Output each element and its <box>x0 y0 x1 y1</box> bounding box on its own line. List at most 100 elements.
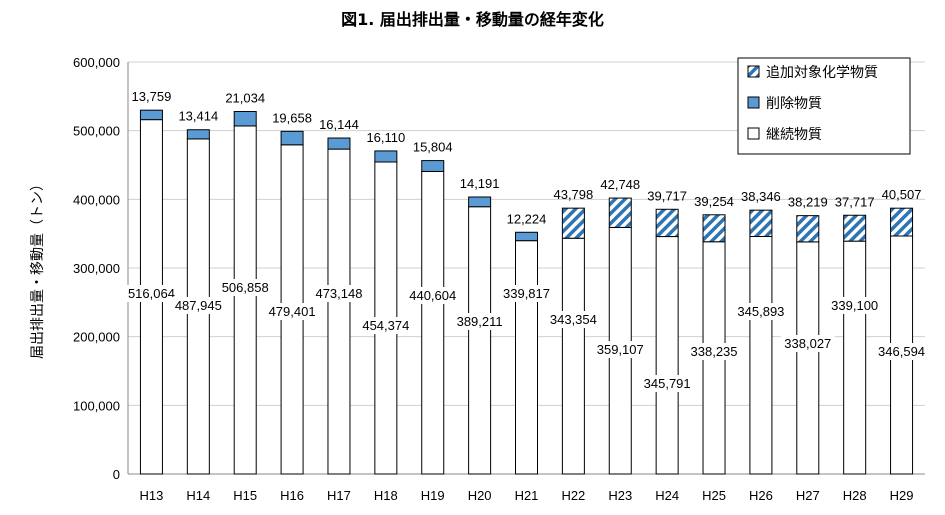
bar-added <box>843 214 867 242</box>
bar-added <box>702 214 726 243</box>
y-tick-label: 300,000 <box>73 261 120 276</box>
data-label-continuing: 516,064 <box>128 286 175 301</box>
data-label-continuing: 345,893 <box>737 304 784 319</box>
y-axis-title: 届出排出量・移動量（トン） <box>29 177 45 359</box>
bar-continuing <box>421 170 445 475</box>
bar-added <box>890 207 914 237</box>
x-tick-label: H25 <box>702 488 726 503</box>
bar-deleted <box>233 111 257 127</box>
data-label-continuing: 338,235 <box>691 344 738 359</box>
bar-added <box>796 215 820 243</box>
data-label-top: 16,110 <box>366 130 405 145</box>
bar-deleted <box>421 160 445 172</box>
bar-continuing <box>655 236 679 475</box>
data-label-top: 38,346 <box>741 189 781 204</box>
data-label-top: 12,224 <box>507 211 547 226</box>
y-tick-label: 200,000 <box>73 330 120 345</box>
legend-item-continuing-swatch <box>747 127 760 140</box>
bar-deleted <box>374 150 398 163</box>
data-label-top: 13,414 <box>178 109 218 124</box>
bar-added <box>561 207 585 239</box>
data-label-continuing: 506,858 <box>222 280 269 295</box>
data-label-top: 42,748 <box>600 177 640 192</box>
bar-deleted <box>186 129 210 140</box>
data-label-top: 19,658 <box>272 110 312 125</box>
data-label-continuing: 454,374 <box>362 318 409 333</box>
y-tick-label: 500,000 <box>73 124 120 139</box>
x-tick-label: H16 <box>280 488 304 503</box>
x-tick-label: H24 <box>655 488 679 503</box>
data-label-bg <box>780 335 835 352</box>
data-label-top: 38,219 <box>788 195 828 210</box>
data-label-continuing: 339,100 <box>831 298 878 313</box>
x-tick-label: H27 <box>796 488 820 503</box>
data-label-bg <box>171 297 226 314</box>
x-tick-label: H17 <box>327 488 351 503</box>
legend-item-added-swatch <box>747 65 760 78</box>
bar-deleted <box>280 130 304 146</box>
data-label-continuing: 338,027 <box>784 336 831 351</box>
bar-continuing <box>233 125 257 475</box>
legend-box <box>737 57 911 155</box>
data-label-bg <box>733 303 788 320</box>
data-label-bg <box>874 343 929 360</box>
data-label-top: 39,717 <box>647 188 687 203</box>
x-tick-label: H18 <box>374 488 398 503</box>
data-label-continuing: 345,791 <box>644 376 691 391</box>
data-label-top: 15,804 <box>413 140 453 155</box>
x-tick-label: H22 <box>561 488 585 503</box>
data-label-top: 16,144 <box>319 117 359 132</box>
data-label-continuing: 473,148 <box>315 286 362 301</box>
y-tick-label: 600,000 <box>73 55 120 70</box>
data-label-continuing: 359,107 <box>597 342 644 357</box>
data-label-bg <box>311 285 366 302</box>
x-tick-label: H14 <box>186 488 210 503</box>
data-label-top: 43,798 <box>553 187 593 202</box>
legend-item-deleted-label: 削除物質 <box>766 95 822 111</box>
bar-continuing <box>796 241 820 475</box>
legend-item-continuing-label: 継続物質 <box>766 126 822 142</box>
data-label-bg <box>640 375 695 392</box>
chart-title: 図1. 届出排出量・移動量の経年変化 <box>341 10 604 29</box>
x-tick-label: H21 <box>515 488 539 503</box>
x-tick-label: H29 <box>890 488 914 503</box>
x-tick-label: H15 <box>233 488 257 503</box>
data-label-bg <box>405 287 460 304</box>
data-label-top: 37,717 <box>835 194 875 209</box>
data-label-continuing: 440,604 <box>409 288 456 303</box>
bar-continuing <box>327 148 351 475</box>
x-tick-label: H19 <box>421 488 445 503</box>
data-label-top: 39,254 <box>694 194 734 209</box>
data-label-bg <box>499 285 554 302</box>
data-label-continuing: 389,211 <box>457 314 503 329</box>
bar-added <box>655 208 679 238</box>
bar-continuing <box>515 240 538 475</box>
data-label-bg <box>827 297 882 314</box>
data-label-bg <box>358 317 413 334</box>
bar-continuing <box>749 235 773 475</box>
bar-added <box>608 197 632 228</box>
bar-deleted <box>515 231 538 242</box>
data-label-bg <box>546 311 601 328</box>
x-tick-label: H13 <box>140 488 164 503</box>
x-tick-label: H23 <box>608 488 632 503</box>
legend-item-added-label: 追加対象化学物質 <box>766 64 878 80</box>
legend-item-deleted-swatch <box>747 96 760 109</box>
data-label-top: 40,507 <box>882 187 922 202</box>
y-tick-label: 400,000 <box>73 192 120 207</box>
data-label-bg <box>124 285 179 302</box>
data-label-bg <box>218 279 273 296</box>
data-label-top: 14,191 <box>460 176 500 191</box>
x-tick-label: H20 <box>468 488 492 503</box>
bar-deleted <box>327 137 351 150</box>
bar-continuing <box>561 237 585 475</box>
bar-added <box>749 209 773 237</box>
y-tick-label: 0 <box>113 467 120 482</box>
data-label-continuing: 343,354 <box>550 312 597 327</box>
data-label-bg <box>265 303 320 320</box>
data-label-continuing: 479,401 <box>269 304 316 319</box>
bar-deleted <box>139 109 163 121</box>
data-label-continuing: 346,594 <box>878 344 925 359</box>
data-label-top: 21,034 <box>225 91 265 106</box>
